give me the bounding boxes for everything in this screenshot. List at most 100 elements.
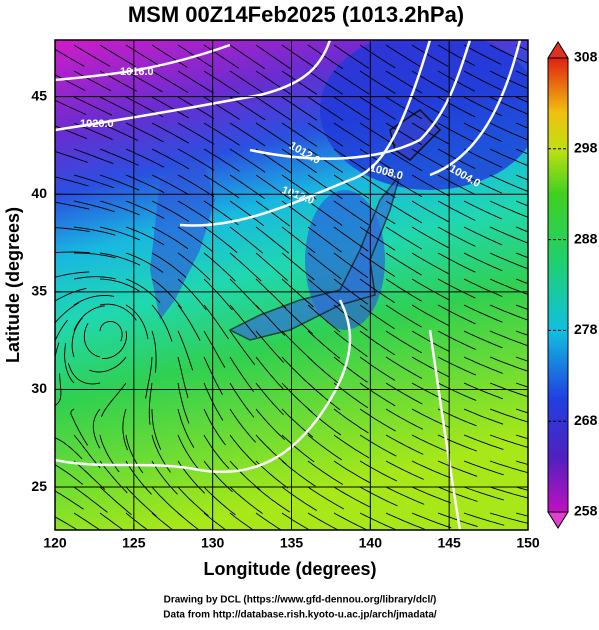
streamline [177,330,194,371]
streamline [307,70,344,95]
streamline [203,330,226,368]
streamline [385,408,424,430]
streamline [307,512,340,530]
contour-label: 1020.0 [80,118,114,130]
land [228,174,401,341]
colorbar-cap [547,41,569,59]
streamline [255,122,292,147]
streamline [463,96,502,117]
streamline [71,317,83,358]
streamline [55,48,85,67]
streamline [307,408,342,436]
streamline [333,122,370,147]
streamline [307,434,343,461]
streamline [307,200,343,226]
y-tick-label: 30 [31,380,47,396]
streamline [177,434,201,472]
streamline [99,122,139,142]
streamline [463,304,503,323]
streamline [151,252,187,278]
streamline [281,96,318,121]
streamline [411,304,449,326]
streamline [437,278,476,299]
streamline [203,304,229,340]
streamline [411,252,449,275]
streamline [73,295,115,306]
streamline [125,278,161,304]
streamline [411,200,449,223]
streamline [125,252,164,273]
streamline [89,356,127,373]
streamline [307,486,345,510]
streamline [333,200,369,226]
streamline [281,460,316,487]
streamline [437,460,478,477]
streamline [55,302,80,324]
streamline [229,174,265,200]
streamline [255,408,285,441]
streamline [333,486,371,508]
colorbar-tick-label: 258 [574,503,598,519]
credit: Drawing by DCL (https://www.gfd-dennou.o… [164,595,437,606]
streamline [102,330,127,359]
streamline [515,460,528,466]
streamline [281,122,318,147]
streamline [73,44,111,67]
streamline [385,460,424,480]
streamline [229,304,258,338]
streamline [359,460,398,482]
streamline [307,148,344,173]
streamline [125,122,164,143]
streamline [55,464,84,485]
streamline [515,486,528,491]
streamline [99,303,137,321]
streamline [281,70,318,95]
streamline [177,512,200,530]
streamline [281,330,313,361]
streamline [281,512,311,530]
streamline [411,330,450,352]
streamline [307,382,341,411]
streamline [515,174,528,181]
streamline [177,486,209,517]
streamline [203,408,226,446]
streamline [333,44,370,69]
x-tick-label: 120 [43,535,67,551]
streamline [73,512,101,530]
streamline [229,148,266,173]
streamline [489,96,528,115]
y-tick-label: 45 [31,87,47,103]
streamline [333,460,371,484]
streamline [229,512,255,530]
streamline [99,486,132,516]
streamline [151,226,189,250]
streamline [333,96,370,121]
streamline [55,125,88,140]
streamline [307,356,341,385]
streamline [333,382,369,409]
streamline [255,304,286,336]
streamline [281,226,316,254]
streamline [151,460,178,495]
streamline [203,512,227,530]
streamline [437,330,476,350]
streamline [122,408,128,451]
streamline [125,148,165,168]
streamline [99,460,128,494]
streamline [229,434,259,467]
y-tick-label: 25 [31,478,47,494]
streamline [385,44,422,68]
streamline [437,408,477,427]
streamline [177,148,215,171]
streamline [359,70,396,94]
streamline [203,44,240,69]
streamline [333,70,370,95]
streamline [411,486,452,504]
streamline [411,148,449,171]
streamline [307,122,344,147]
streamline [55,490,84,510]
streamline [125,460,152,495]
streamline [463,200,503,220]
streamline [177,278,207,311]
x-tick-label: 145 [437,535,461,551]
